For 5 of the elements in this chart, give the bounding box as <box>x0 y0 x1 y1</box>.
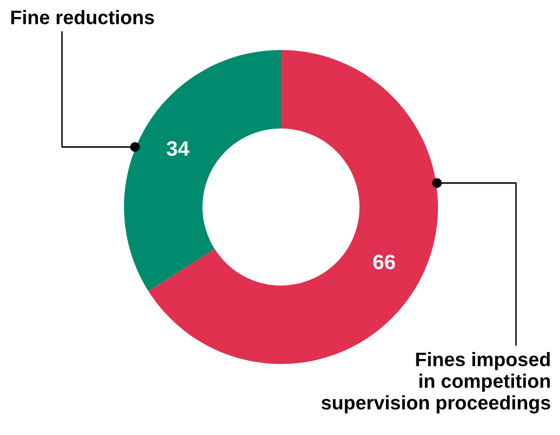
slice-label: Fine reductions <box>11 10 154 24</box>
slice-label: Fines imposed in competition supervision proceedings <box>322 352 550 414</box>
data-label: 66 <box>373 254 396 270</box>
donut-slice <box>124 50 281 292</box>
data-label: 34 <box>166 141 190 156</box>
